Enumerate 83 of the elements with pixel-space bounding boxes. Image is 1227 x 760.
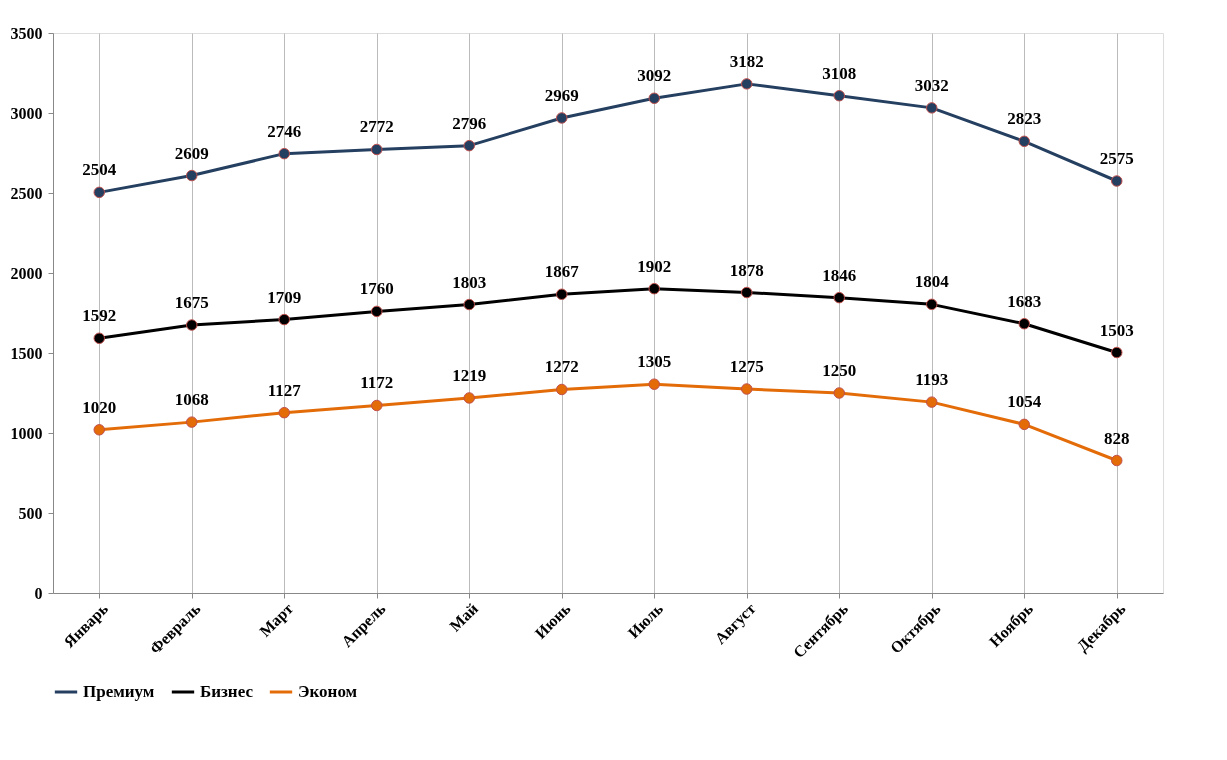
data-label: 1675: [174, 293, 209, 312]
legend-label: Премиум: [83, 682, 155, 701]
data-label: 2823: [1007, 109, 1042, 129]
data-label: 1219: [452, 365, 487, 385]
data-label: 828: [1104, 428, 1130, 448]
data-label: 1172: [360, 373, 394, 393]
data-label: 1193: [915, 370, 949, 390]
data-label: 1054: [1007, 392, 1042, 412]
point: [648, 92, 660, 105]
data-label: 2609: [174, 143, 209, 163]
data-label: 1803: [452, 272, 487, 292]
data-label: 1503: [1099, 320, 1134, 340]
data-label: 1804: [914, 272, 950, 292]
point: [186, 169, 198, 182]
point: [1111, 175, 1123, 187]
point: [741, 78, 753, 90]
point: [463, 139, 475, 152]
point: [1111, 454, 1123, 467]
point: [186, 416, 198, 428]
y-tick-label: 1000: [10, 424, 43, 442]
point: [556, 112, 568, 124]
point: [926, 298, 938, 311]
data-label: 1683: [1007, 291, 1042, 311]
point: [833, 89, 845, 102]
data-label: 3182: [729, 51, 764, 71]
data-label: 2575: [1099, 149, 1134, 168]
data-label: 2772: [359, 117, 394, 137]
point: [93, 332, 105, 345]
point: [371, 143, 383, 156]
legend-label: Бизнес: [200, 682, 254, 701]
point: [833, 387, 845, 399]
point: [741, 286, 753, 299]
point: [556, 383, 568, 396]
y-tick-label: 3000: [10, 104, 43, 122]
data-label: 1592: [82, 306, 117, 326]
data-label: 2504: [82, 160, 117, 180]
data-label: 1709: [267, 287, 302, 307]
point: [1018, 135, 1030, 148]
point: [1111, 346, 1123, 359]
point: [926, 396, 938, 408]
point: [371, 399, 383, 412]
data-label: 1760: [359, 279, 394, 299]
data-label: 1902: [637, 256, 672, 276]
data-label: 1867: [544, 262, 580, 282]
data-label: 2969: [544, 85, 579, 105]
point: [648, 282, 660, 295]
data-label: 1846: [822, 265, 857, 285]
y-tick-label: 1500: [10, 344, 43, 362]
data-label: 1878: [729, 260, 764, 280]
point: [463, 392, 475, 404]
point: [1018, 317, 1030, 330]
data-label: 2746: [267, 121, 302, 141]
point: [93, 186, 105, 199]
y-tick-label: 0: [34, 584, 43, 602]
point: [278, 406, 290, 419]
point: [278, 147, 290, 160]
point: [1018, 418, 1030, 431]
data-label: 1250: [822, 361, 857, 380]
data-label: 1127: [267, 380, 302, 400]
point: [833, 291, 845, 304]
data-label: 1272: [544, 357, 579, 377]
data-label: 1020: [82, 397, 117, 417]
data-label: 1068: [174, 390, 209, 410]
data-label: 3092: [637, 66, 672, 86]
y-tick-label: 2000: [10, 264, 43, 282]
data-label: 2796: [452, 113, 487, 133]
point: [463, 298, 475, 311]
data-label: 3032: [914, 75, 949, 95]
point: [278, 313, 290, 326]
point: [741, 383, 753, 395]
point: [93, 424, 105, 436]
point: [186, 319, 198, 331]
point: [556, 288, 568, 301]
point: [371, 305, 383, 318]
data-label: 3108: [822, 63, 857, 83]
point: [926, 102, 938, 114]
data-label: 1275: [729, 357, 764, 376]
data-label: 1305: [637, 352, 672, 372]
y-tick-label: 3500: [10, 24, 43, 42]
y-tick-label: 500: [18, 504, 43, 522]
y-tick-label: 2500: [10, 184, 43, 202]
point: [648, 378, 660, 390]
legend-label: Эконом: [298, 682, 358, 701]
